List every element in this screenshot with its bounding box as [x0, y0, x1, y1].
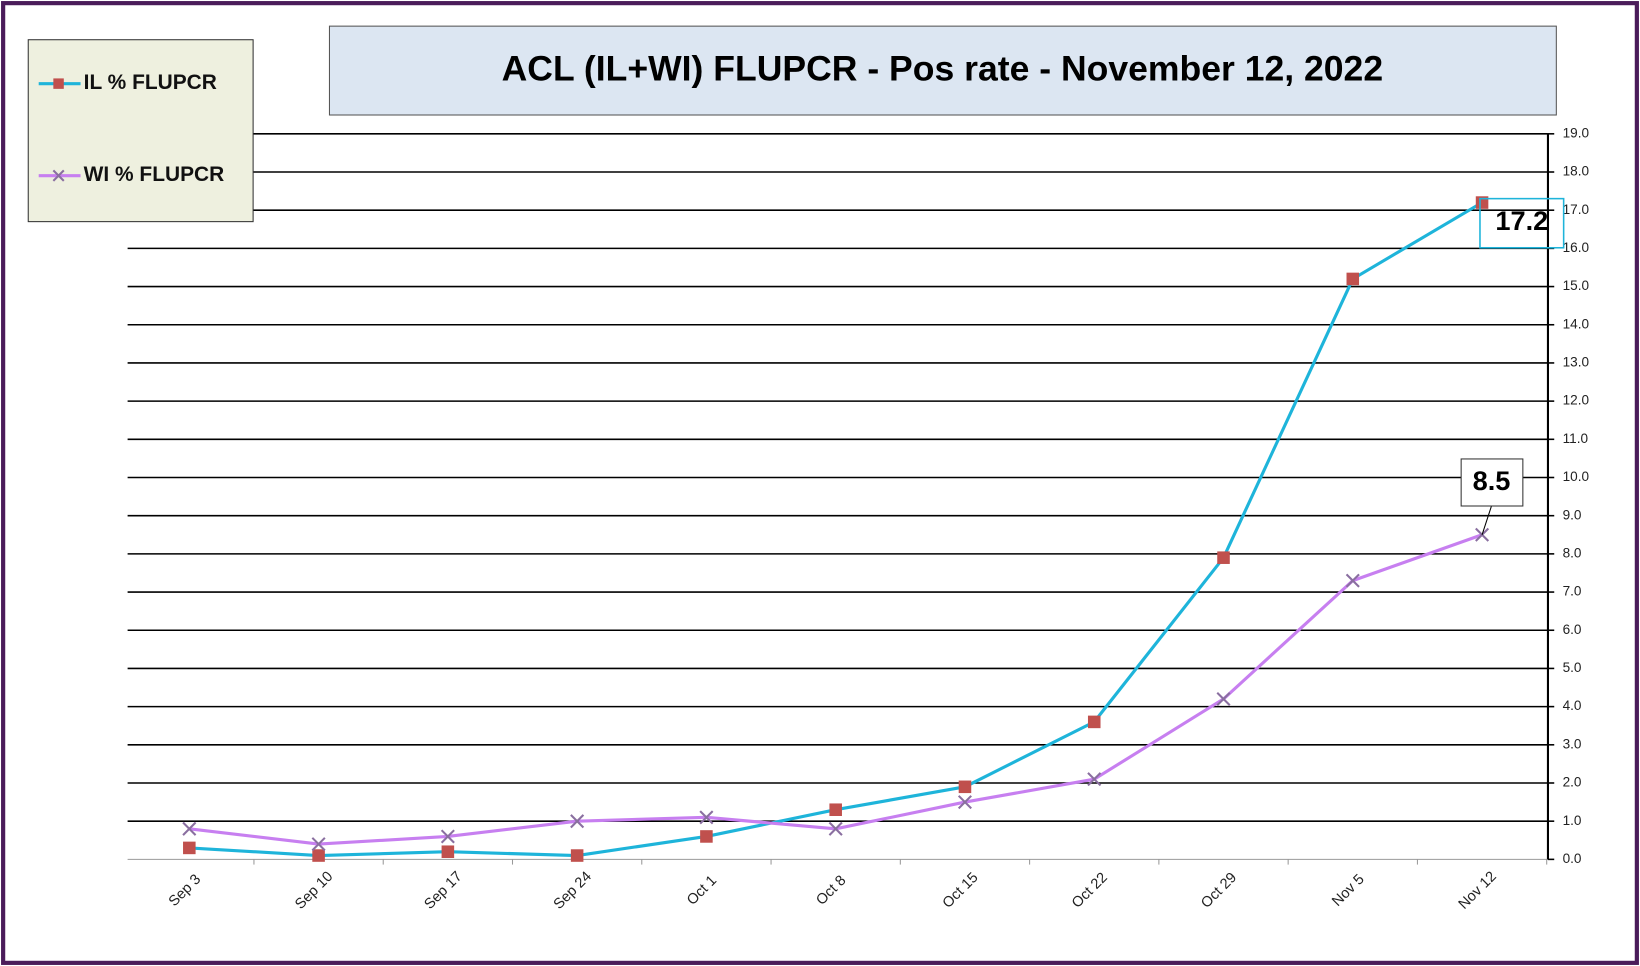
marker	[440, 829, 455, 844]
marker	[828, 821, 843, 836]
marker	[1217, 551, 1230, 564]
marker	[182, 821, 197, 836]
y-tick-label: 1.0	[1563, 813, 1582, 828]
y-tick-label: 13.0	[1563, 355, 1590, 370]
marker	[829, 803, 842, 816]
marker	[1216, 691, 1231, 706]
y-tick-label: 17.0	[1563, 202, 1590, 217]
legend-label: IL % FLUPCR	[84, 71, 217, 94]
y-tick-label: 18.0	[1563, 164, 1590, 179]
data-label: 8.5	[1473, 465, 1511, 496]
y-tick-label: 16.0	[1563, 240, 1590, 255]
y-tick-label: 10.0	[1563, 469, 1590, 484]
data-label-box	[1460, 458, 1524, 507]
legend-marker	[53, 78, 64, 89]
marker	[441, 845, 455, 858]
data-label-leader	[1481, 505, 1492, 535]
legend-label: WI % FLUPCR	[84, 163, 225, 186]
marker	[1087, 772, 1102, 787]
legend-box	[27, 39, 254, 223]
y-tick-label: 14.0	[1563, 316, 1590, 331]
grid: 0.0 1.0 2.0 3.0 4.0 5.0 6.0 7.0 8.0 9.0 10.0 11.0 12…	[127, 125, 1590, 913]
y-tick-label: 11.0	[1563, 431, 1589, 446]
y-tick-label: 8.0	[1563, 545, 1582, 560]
y-tick-label: 6.0	[1563, 622, 1582, 637]
plot: IL % FLUPCR 17.2 WI % FLUPCR 8.5	[38, 71, 1565, 862]
y-tick-label: 15.0	[1563, 278, 1590, 293]
marker	[570, 849, 584, 862]
y-tick-label: 2.0	[1563, 775, 1582, 790]
marker	[700, 830, 713, 843]
chart-title: ACL (IL+WI) FLUPCR - Pos rate - November…	[502, 48, 1384, 88]
legend-marker	[52, 169, 65, 182]
marker	[958, 780, 972, 794]
y-tick-label: 5.0	[1563, 660, 1582, 675]
data-label-box	[1479, 197, 1565, 249]
marker	[699, 810, 714, 825]
y-tick-label: 7.0	[1563, 584, 1582, 599]
marker	[311, 837, 326, 852]
marker	[1346, 272, 1360, 286]
y-tick-label: 4.0	[1563, 698, 1582, 713]
y-tick-label: 19.0	[1563, 125, 1590, 140]
marker	[570, 814, 585, 829]
y-tick-label: 3.0	[1563, 736, 1582, 751]
y-tick-label: 9.0	[1563, 507, 1582, 522]
marker	[957, 795, 972, 810]
marker	[183, 841, 196, 855]
y-tick-label: 12.0	[1563, 393, 1590, 408]
marker	[1345, 573, 1360, 588]
title-box	[328, 25, 1557, 116]
data-label: 17.2	[1495, 205, 1548, 236]
marker	[1087, 715, 1101, 729]
y-tick-label: 0.0	[1563, 851, 1582, 866]
marker	[312, 849, 325, 862]
